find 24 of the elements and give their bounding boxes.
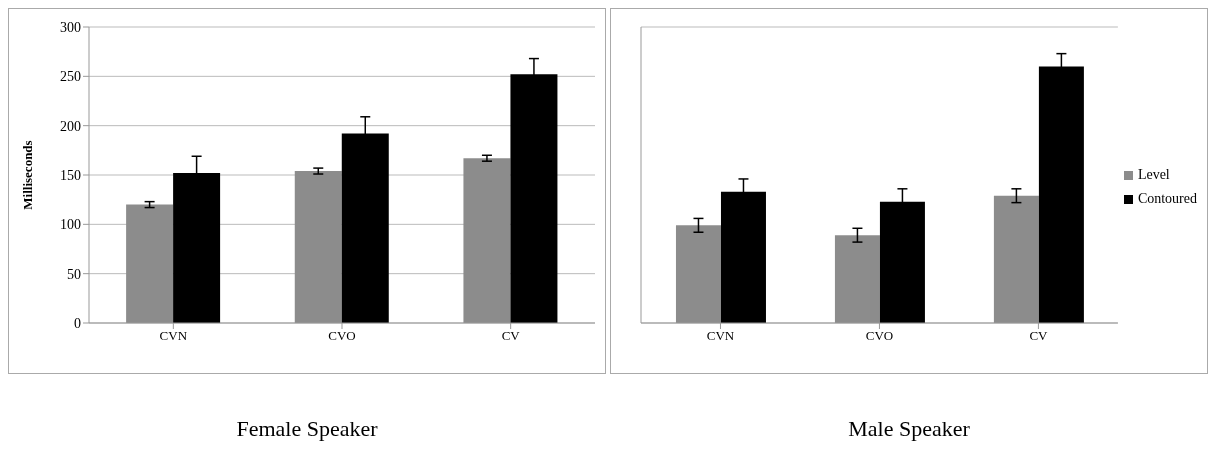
y-tick-label: 100 (60, 217, 81, 233)
bar (834, 235, 880, 323)
x-tick-label: CV (1029, 328, 1049, 344)
y-tick-label: 250 (60, 69, 81, 85)
legend-label: Level (1137, 167, 1170, 183)
y-tick-label: 300 (60, 19, 81, 35)
text: Female Speaker (235, 416, 379, 442)
y-tick-label: 0 (74, 315, 81, 331)
bar (463, 158, 511, 323)
y-tick-label: 50 (67, 266, 81, 282)
x-tick-label: CVN (706, 328, 735, 344)
x-tick-label: CVO (328, 328, 356, 344)
x-tick-label: CV (501, 328, 521, 344)
y-axis-title: Milliseconds (19, 140, 35, 210)
bar (675, 225, 721, 323)
y-tick-label: 200 (60, 118, 81, 134)
x-tick-label: CVN (159, 328, 188, 344)
y-tick-label: 150 (60, 167, 81, 183)
legend-label: Contoured (1137, 191, 1197, 207)
bar (294, 171, 342, 323)
text: Male Speaker (847, 416, 971, 442)
bar (126, 204, 174, 323)
x-tick-label: CVO (865, 328, 894, 344)
bar (993, 195, 1039, 323)
